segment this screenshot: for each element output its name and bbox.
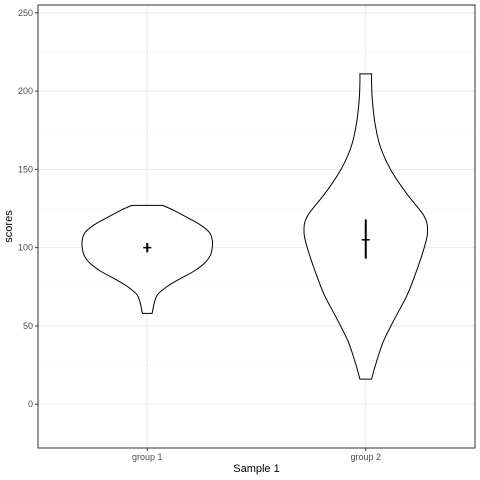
y-tick-label: 150 xyxy=(18,164,33,174)
x-tick-label: group 1 xyxy=(132,452,163,462)
y-tick-label: 200 xyxy=(18,86,33,96)
x-tick-label: group 2 xyxy=(350,452,381,462)
y-axis: 0 50 100 150 200 250 xyxy=(18,8,38,409)
panel-border xyxy=(37,4,476,449)
y-tick-label: 100 xyxy=(18,243,33,253)
x-axis-title: Sample 1 xyxy=(233,463,279,475)
violins xyxy=(81,73,429,380)
y-tick-label: 50 xyxy=(23,321,33,331)
y-axis-title: scores xyxy=(3,210,15,243)
y-tick-label: 0 xyxy=(28,399,33,409)
y-tick-label: 250 xyxy=(18,8,33,18)
x-axis: group 1 group 2 xyxy=(132,448,381,462)
violin-group-1 xyxy=(81,204,214,314)
